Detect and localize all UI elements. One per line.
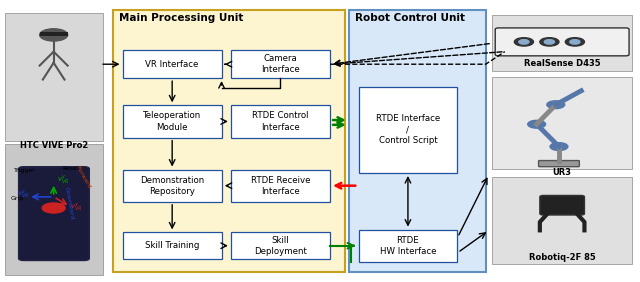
Circle shape	[42, 203, 65, 213]
Circle shape	[40, 29, 68, 41]
Text: RTDE Receive
Interface: RTDE Receive Interface	[251, 176, 310, 196]
FancyBboxPatch shape	[123, 232, 221, 259]
FancyBboxPatch shape	[123, 105, 221, 138]
Text: RTDE
HW Interface: RTDE HW Interface	[380, 236, 436, 256]
FancyBboxPatch shape	[231, 232, 330, 259]
Text: Camera
Interface: Camera Interface	[261, 54, 300, 74]
Text: Skill
Deployment: Skill Deployment	[254, 236, 307, 256]
FancyBboxPatch shape	[358, 230, 458, 262]
FancyBboxPatch shape	[492, 77, 632, 169]
FancyBboxPatch shape	[231, 50, 330, 78]
Text: RealSense D435: RealSense D435	[524, 59, 600, 68]
FancyBboxPatch shape	[4, 144, 103, 275]
FancyBboxPatch shape	[495, 28, 629, 56]
Text: Robot Control Unit: Robot Control Unit	[355, 13, 465, 23]
FancyBboxPatch shape	[4, 13, 103, 141]
Text: Trigger: Trigger	[14, 168, 36, 173]
Circle shape	[570, 40, 580, 44]
Text: Grip: Grip	[11, 196, 24, 201]
Text: $v_{VR}^z$: $v_{VR}^z$	[17, 189, 29, 201]
Text: Reset: Reset	[62, 166, 79, 171]
Text: Downward: Downward	[64, 186, 74, 220]
Circle shape	[528, 120, 545, 128]
Circle shape	[547, 101, 564, 109]
Circle shape	[550, 143, 568, 151]
FancyBboxPatch shape	[40, 32, 68, 36]
Text: UR3: UR3	[553, 168, 572, 177]
FancyBboxPatch shape	[358, 87, 458, 173]
FancyBboxPatch shape	[492, 177, 632, 264]
Text: RTDE Interface
/
Control Script: RTDE Interface / Control Script	[376, 114, 440, 146]
Text: VR Interface: VR Interface	[145, 60, 199, 69]
Text: $v_{VR}^y$: $v_{VR}^y$	[58, 173, 70, 186]
Circle shape	[540, 38, 559, 46]
FancyBboxPatch shape	[231, 105, 330, 138]
FancyBboxPatch shape	[539, 160, 579, 167]
Circle shape	[565, 38, 584, 46]
Text: $v_{VR}^x$: $v_{VR}^x$	[70, 202, 83, 214]
FancyBboxPatch shape	[231, 169, 330, 202]
FancyBboxPatch shape	[349, 10, 486, 272]
FancyBboxPatch shape	[492, 15, 632, 71]
FancyBboxPatch shape	[19, 167, 90, 261]
Text: Skill Training: Skill Training	[145, 241, 199, 250]
Text: Robotiq-2F 85: Robotiq-2F 85	[529, 253, 595, 262]
FancyBboxPatch shape	[123, 50, 221, 78]
Text: Forward: Forward	[75, 165, 92, 190]
Text: Main Processing Unit: Main Processing Unit	[119, 13, 244, 23]
Circle shape	[515, 38, 534, 46]
Circle shape	[544, 40, 554, 44]
Circle shape	[519, 40, 529, 44]
FancyBboxPatch shape	[540, 195, 584, 215]
Text: HTC VIVE Pro2: HTC VIVE Pro2	[19, 141, 88, 150]
Text: Teleoperation
Module: Teleoperation Module	[143, 111, 202, 131]
Text: RTDE Control
Interface: RTDE Control Interface	[252, 111, 308, 131]
FancyBboxPatch shape	[113, 10, 346, 272]
FancyBboxPatch shape	[123, 169, 221, 202]
Text: Demonstration
Repository: Demonstration Repository	[140, 176, 204, 196]
